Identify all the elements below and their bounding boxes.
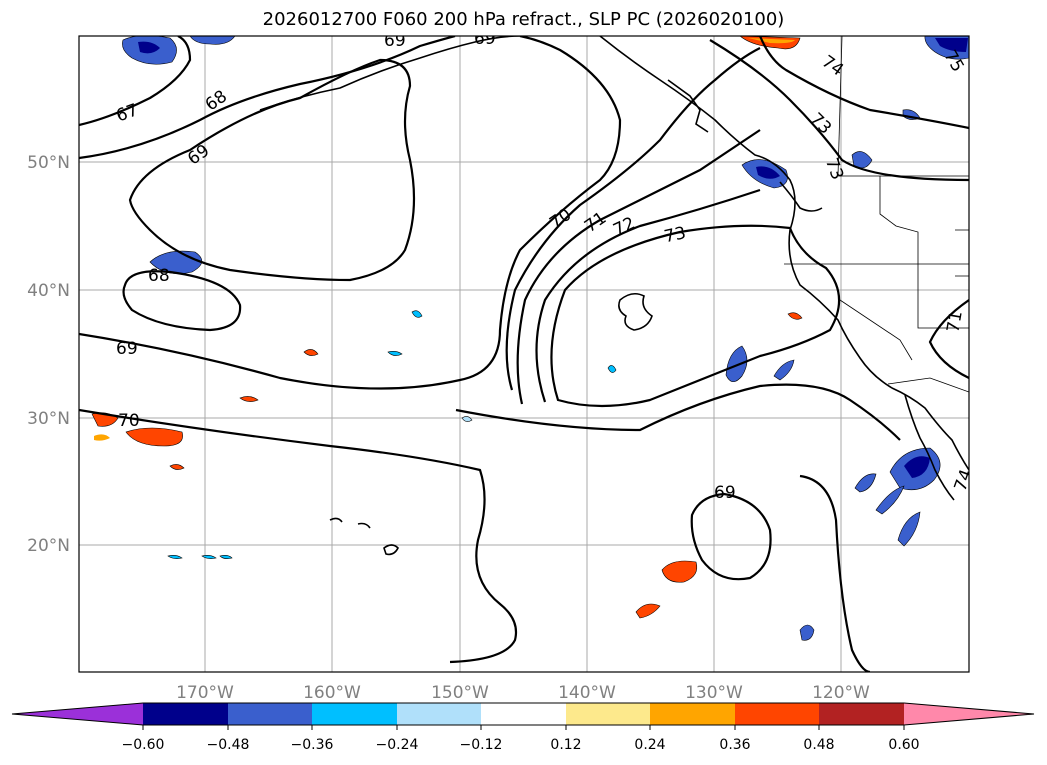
contour-label: 73 <box>662 223 687 247</box>
colorbar-segment <box>819 703 904 725</box>
shade-blob <box>756 166 780 179</box>
lon-label-150w: 150°W <box>431 683 489 703</box>
colorbar-segment <box>228 703 312 725</box>
shade-blob <box>635 603 661 619</box>
shade-blob <box>303 349 319 356</box>
shade-blob <box>387 351 403 356</box>
colorbar-segment <box>143 703 228 725</box>
longitude-labels: 170°W 160°W 150°W 140°W 130°W 120°W <box>176 683 870 703</box>
coastlines <box>259 36 969 556</box>
map-background <box>79 36 969 672</box>
contour-label: 69 <box>714 483 736 503</box>
shade-blob <box>904 456 930 478</box>
lon-label-170w: 170°W <box>176 683 234 703</box>
map-frame <box>78 35 970 673</box>
shade-blob <box>189 36 236 45</box>
shade-blob <box>935 38 968 52</box>
colorbar-tick-label: −0.12 <box>460 737 503 753</box>
colorbar-tick-label: −0.48 <box>207 737 250 753</box>
latitude-labels: 50°N 40°N 30°N 20°N <box>27 153 70 556</box>
shade-blob <box>125 427 183 447</box>
shade-blob <box>854 473 877 493</box>
shade-blob <box>201 555 217 559</box>
colorbar: −0.60 −0.48 −0.36 −0.24 −0.12 0.12 0.24 … <box>11 702 1035 753</box>
contour-label: 69 <box>384 31 406 51</box>
colorbar-tick-label: 0.48 <box>803 737 834 753</box>
shade-blob <box>607 365 617 373</box>
shade-blob <box>167 555 183 559</box>
colorbar-segment <box>312 703 397 725</box>
colorbar-extend-low <box>12 703 143 725</box>
colorbar-tick-label: −0.60 <box>122 737 165 753</box>
anomaly-shading <box>91 36 969 641</box>
shade-blob <box>773 359 795 381</box>
gridlines <box>79 36 969 672</box>
contour-label: 68 <box>148 266 170 286</box>
shade-blob <box>138 41 160 54</box>
contour-label: 70 <box>118 411 140 431</box>
colorbar-segment <box>566 703 650 725</box>
shade-blob <box>169 464 185 470</box>
contours <box>79 36 969 672</box>
colorbar-segment <box>650 703 735 725</box>
colorbar-tick-label: 0.36 <box>719 737 750 753</box>
lon-label-120w: 120°W <box>812 683 870 703</box>
lat-label-50n: 50°N <box>27 153 70 173</box>
lat-label-20n: 20°N <box>27 536 70 556</box>
shade-blob <box>411 310 423 318</box>
shade-blob <box>787 312 803 320</box>
colorbar-tick-label: 0.12 <box>550 737 581 753</box>
colorbar-segment <box>397 703 481 725</box>
map-title: 2026012700 F060 200 hPa refract., SLP PC… <box>262 9 785 30</box>
shade-blob <box>799 624 815 641</box>
colorbar-segment <box>481 703 566 725</box>
lat-label-30n: 30°N <box>27 409 70 429</box>
shade-blob <box>239 396 259 402</box>
lon-label-140w: 140°W <box>558 683 616 703</box>
lon-label-160w: 160°W <box>303 683 361 703</box>
shade-blob <box>897 511 921 547</box>
colorbar-tick-label: −0.24 <box>376 737 419 753</box>
shade-blob <box>661 560 698 583</box>
shade-blob <box>94 434 110 441</box>
lon-label-130w: 130°W <box>685 683 743 703</box>
contour-label: 71 <box>943 309 966 334</box>
colorbar-tick-label: 0.60 <box>888 737 919 753</box>
shade-blob <box>748 38 795 44</box>
shade-blob <box>219 555 233 559</box>
shade-blob <box>875 485 905 515</box>
colorbar-extend-high <box>904 703 1034 725</box>
contour-label: 69 <box>116 339 138 359</box>
shade-blob <box>461 416 473 422</box>
colorbar-tick-label: 0.24 <box>634 737 665 753</box>
contour-label: 74 <box>951 467 977 494</box>
contour-label: 69 <box>474 29 496 49</box>
lat-label-40n: 40°N <box>27 281 70 301</box>
colorbar-tick-label: −0.36 <box>291 737 334 753</box>
colorbar-ticks <box>142 725 905 730</box>
colorbar-segment <box>735 703 819 725</box>
